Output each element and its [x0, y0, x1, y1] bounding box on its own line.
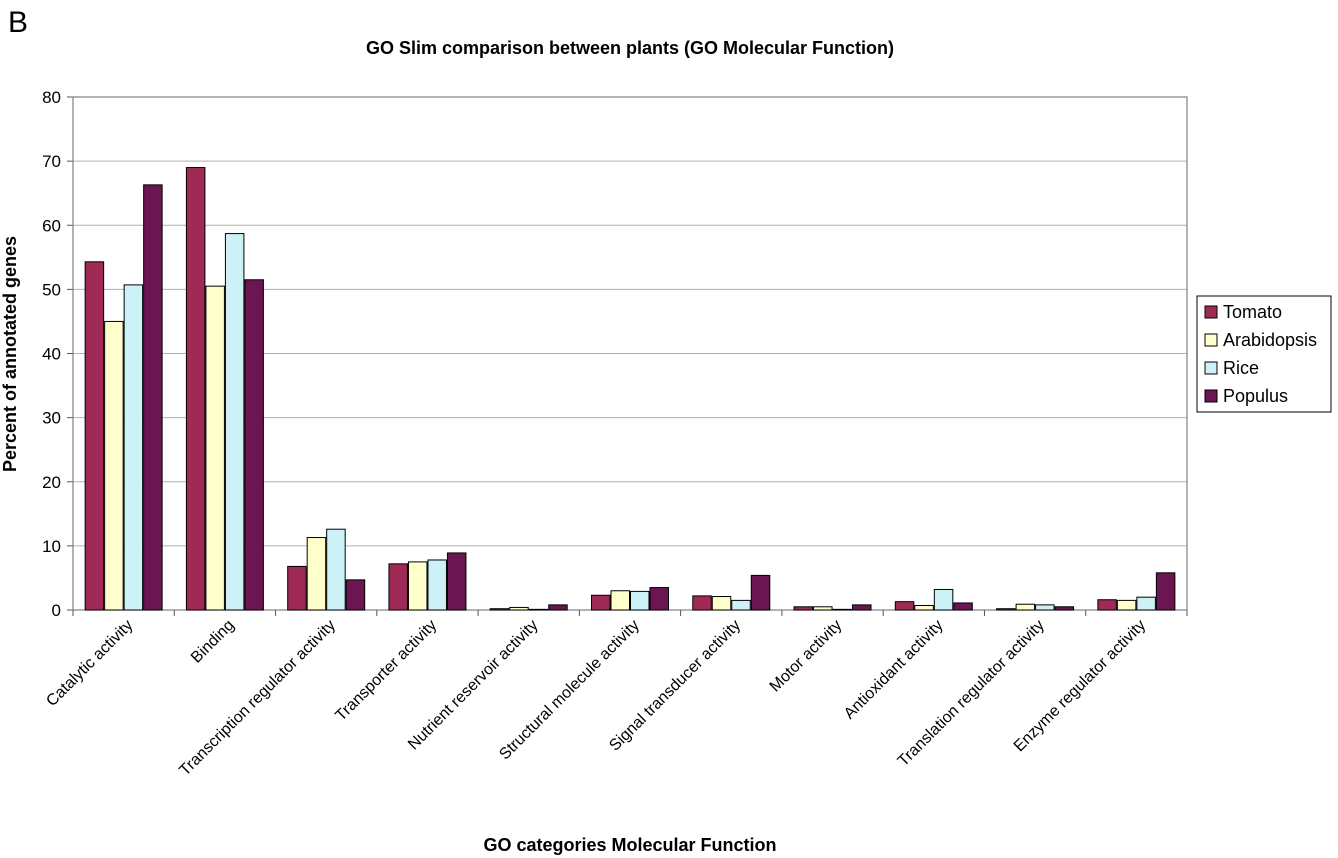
bar-rice-9	[1035, 604, 1055, 611]
bar-tomato-5	[591, 594, 611, 611]
bar-populus-1	[244, 279, 264, 611]
bar-arabidopsis-5	[610, 590, 630, 611]
legend-label: Arabidopsis	[1223, 330, 1317, 350]
bar-rice-6	[731, 599, 751, 611]
legend-swatch	[1204, 361, 1218, 375]
bar-rice-4	[528, 608, 549, 611]
x-category-label: Motor activity	[767, 617, 846, 696]
bar-populus-2	[345, 579, 366, 611]
bar-populus-0	[143, 184, 163, 611]
bar-rice-7	[832, 608, 853, 611]
y-tick-label: 10	[42, 537, 61, 556]
bar-tomato-1	[185, 167, 206, 611]
bar-arabidopsis-6	[711, 596, 732, 611]
x-category-label: Transporter activity	[332, 617, 440, 725]
bar-tomato-10	[1097, 599, 1117, 611]
bar-rice-5	[630, 590, 650, 611]
y-tick-label: 40	[42, 345, 61, 364]
bar-tomato-6	[692, 595, 712, 611]
y-axis-title: Percent of annotated genes	[0, 236, 20, 472]
legend-swatch	[1204, 333, 1218, 347]
bar-populus-8	[953, 602, 973, 611]
legend-label: Tomato	[1223, 302, 1282, 322]
x-category-label: Binding	[188, 617, 238, 667]
legend-label: Rice	[1223, 358, 1259, 378]
legend-box	[1196, 295, 1332, 413]
x-category-label: Catalytic activity	[43, 617, 136, 710]
bar-arabidopsis-9	[1015, 603, 1036, 611]
bar-tomato-2	[287, 565, 307, 611]
x-axis-title: GO categories Molecular Function	[483, 835, 776, 855]
bar-arabidopsis-8	[914, 605, 934, 611]
bar-rice-0	[123, 284, 144, 611]
bar-arabidopsis-0	[104, 320, 124, 611]
bar-populus-4	[548, 604, 568, 611]
bar-rice-3	[427, 559, 447, 611]
panel-label: B	[8, 6, 29, 39]
bar-populus-6	[750, 574, 771, 611]
y-tick-label: 70	[42, 152, 61, 171]
bar-populus-3	[446, 552, 467, 611]
bar-tomato-7	[793, 606, 814, 611]
y-tick-label: 20	[42, 473, 61, 492]
bar-arabidopsis-7	[813, 606, 833, 611]
bar-rice-1	[224, 233, 245, 611]
bar-arabidopsis-1	[205, 285, 225, 611]
y-tick-label: 30	[42, 409, 61, 428]
legend-swatch	[1204, 389, 1218, 403]
legend-swatch	[1204, 305, 1218, 319]
bar-arabidopsis-4	[509, 606, 529, 611]
bar-populus-5	[649, 587, 669, 611]
bar-tomato-0	[84, 261, 105, 611]
bar-rice-2	[326, 528, 346, 611]
x-category-label: Antioxidant activity	[841, 617, 947, 723]
bar-populus-9	[1054, 606, 1075, 611]
bar-populus-7	[852, 604, 872, 611]
bar-rice-10	[1136, 596, 1156, 611]
bar-arabidopsis-3	[407, 561, 428, 611]
bar-tomato-8	[894, 601, 915, 611]
bar-populus-10	[1155, 572, 1176, 611]
bar-rice-8	[933, 588, 954, 611]
bar-arabidopsis-2	[306, 537, 327, 611]
legend: Tomato Arabidopsis Rice Populus	[1196, 295, 1332, 413]
y-tick-label: 50	[42, 280, 61, 299]
bar-arabidopsis-10	[1116, 599, 1137, 611]
bar-tomato-9	[996, 608, 1016, 611]
legend-label: Populus	[1223, 386, 1288, 406]
y-tick-label: 0	[52, 601, 61, 620]
bar-tomato-3	[388, 563, 408, 611]
plot-area: 0 10 20 30 40 50 60 70 80 Catalytic activity Bindi…	[42, 88, 1188, 779]
bar-tomato-4	[489, 608, 510, 611]
chart-title: GO Slim comparison between plants (GO Mo…	[366, 38, 894, 58]
y-tick-label: 60	[42, 216, 61, 235]
y-tick-label: 80	[42, 88, 61, 107]
